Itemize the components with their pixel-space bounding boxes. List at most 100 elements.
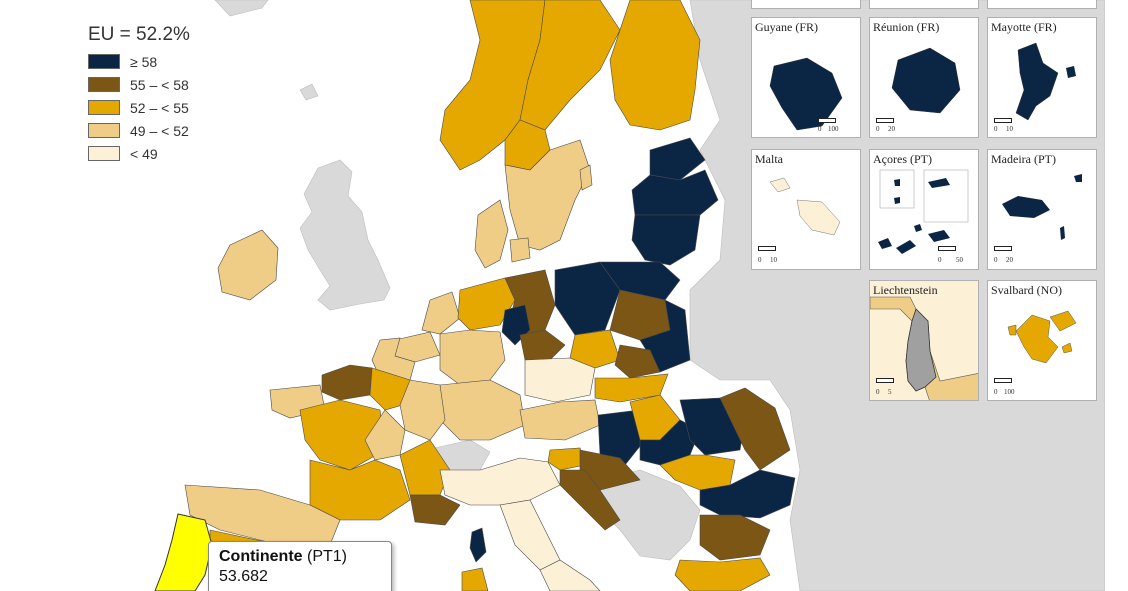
region-germany-saxony[interactable] — [519, 329, 566, 361]
region-germany-west[interactable] — [439, 329, 506, 386]
tooltip-region-name: Continente — [219, 548, 303, 565]
scale-right: 100 — [1004, 388, 1015, 396]
region-gotland[interactable] — [579, 164, 593, 191]
scale-bar — [938, 246, 956, 251]
scale-left: 0 — [994, 125, 998, 133]
iceland-faroe[interactable] — [299, 83, 319, 101]
region-france-southwest[interactable] — [309, 459, 411, 521]
legend-item: 49 – < 52 — [88, 119, 190, 142]
inset-svalbard[interactable]: Svalbard (NO) 0 100 — [987, 280, 1097, 401]
region-slovenia[interactable] — [547, 447, 586, 471]
mayotte-shape — [1015, 42, 1076, 121]
region-estonia[interactable] — [649, 137, 706, 181]
legend-swatch — [88, 146, 120, 161]
region-sweden-north[interactable] — [519, 0, 621, 131]
inset-acores[interactable]: Açores (PT) 0 50 — [869, 149, 979, 270]
region-france-normandy[interactable] — [321, 364, 373, 401]
region-france-west[interactable] — [299, 399, 386, 471]
legend-swatch — [88, 100, 120, 115]
inset-reunion[interactable]: Réunion (FR) 0 20 — [869, 17, 979, 138]
region-croatia-north[interactable] — [579, 449, 641, 491]
region-bulgaria[interactable] — [699, 514, 771, 561]
region-finland[interactable] — [609, 0, 701, 131]
scale-right: 20 — [1006, 256, 1013, 264]
region-poland-southeast[interactable] — [614, 344, 661, 379]
scale-left: 0 — [938, 256, 942, 264]
region-poland-south[interactable] — [569, 329, 621, 369]
region-sweden-south[interactable] — [504, 139, 591, 251]
inset-guyane[interactable]: Guyane (FR) 0 100 — [751, 17, 861, 138]
legend-swatch — [88, 123, 120, 138]
region-denmark-islands[interactable] — [509, 237, 531, 263]
region-sardinia[interactable] — [461, 567, 489, 591]
malta-shape — [769, 177, 841, 236]
scale-left: 0 — [758, 256, 762, 264]
great-britain[interactable] — [299, 159, 391, 311]
region-poland-north[interactable] — [599, 261, 681, 301]
scale-bar — [994, 246, 1012, 251]
region-ireland[interactable] — [217, 229, 279, 301]
inset-title: Réunion (FR) — [873, 20, 940, 34]
inset-liechtenstein[interactable]: Liechtenstein 0 5 — [869, 280, 979, 401]
legend-label: 49 – < 52 — [130, 122, 189, 139]
region-croatia-coast[interactable] — [559, 469, 621, 531]
map-legend: EU = 52.2% ≥ 58 55 – < 58 52 – < 55 49 –… — [88, 24, 190, 165]
region-france-north[interactable] — [371, 337, 416, 381]
map-frame[interactable]: EU = 52.2% ≥ 58 55 – < 58 52 – < 55 49 –… — [0, 0, 1105, 591]
region-lithuania[interactable] — [631, 214, 701, 266]
region-france-east[interactable] — [399, 379, 446, 441]
inset-mayotte[interactable]: Mayotte (FR) 0 10 — [987, 17, 1097, 138]
inset-title: Madeira (PT) — [991, 152, 1056, 166]
region-greece[interactable] — [674, 557, 771, 591]
legend-label: ≥ 58 — [130, 53, 158, 70]
guyane-shape — [769, 57, 843, 131]
region-portugal-continente[interactable] — [154, 513, 213, 591]
region-corsica[interactable] — [469, 527, 487, 563]
region-denmark[interactable] — [474, 199, 509, 269]
scale-left: 0 — [876, 125, 880, 133]
inset-madeira[interactable]: Madeira (PT) 0 20 — [987, 149, 1097, 270]
region-belgium[interactable] — [394, 331, 441, 363]
inset-title: Svalbard (NO) — [991, 283, 1062, 297]
region-france-provence[interactable] — [409, 494, 461, 526]
scale-bar — [758, 246, 776, 251]
scale-right: 5 — [888, 388, 892, 396]
scale-bar — [818, 118, 836, 123]
scale-bar — [876, 118, 894, 123]
inset-top-partial — [987, 0, 1097, 9]
inset-top-partial — [869, 0, 979, 9]
scale-left: 0 — [876, 388, 880, 396]
legend-item: 52 – < 55 — [88, 96, 190, 119]
region-czechia[interactable] — [524, 357, 596, 403]
region-italy-central[interactable] — [499, 499, 561, 571]
region-austria[interactable] — [519, 399, 601, 441]
scale-left: 0 — [994, 256, 998, 264]
region-italy-south[interactable] — [539, 559, 601, 591]
legend-title: EU = 52.2% — [88, 24, 190, 45]
scale-right: 20 — [888, 125, 895, 133]
region-netherlands[interactable] — [421, 291, 461, 335]
region-romania-west[interactable] — [659, 454, 736, 491]
inset-malta[interactable]: Malta 0 10 — [751, 149, 861, 270]
region-tooltip: Continente (PT1) 53.682 — [208, 541, 392, 591]
scale-right: 100 — [828, 125, 839, 133]
region-italy-north[interactable] — [439, 457, 561, 506]
inset-title: Açores (PT) — [873, 152, 932, 166]
liechtenstein-shape — [870, 296, 978, 400]
scale-right: 10 — [1006, 125, 1013, 133]
legend-label: < 49 — [130, 145, 158, 162]
inset-top-partial — [751, 0, 861, 9]
legend-item: 55 – < 58 — [88, 73, 190, 96]
inset-title: Malta — [755, 152, 783, 166]
inset-title: Mayotte (FR) — [991, 20, 1057, 34]
inset-title: Guyane (FR) — [755, 20, 818, 34]
legend-item: < 49 — [88, 142, 190, 165]
region-france-centre[interactable] — [364, 409, 406, 461]
region-germany-south[interactable] — [439, 379, 526, 441]
region-romania-ne[interactable] — [719, 387, 791, 471]
scale-bar — [876, 378, 894, 383]
norway-north[interactable] — [214, 0, 269, 17]
tooltip-title: Continente (PT1) — [219, 548, 381, 566]
svalbard-shape — [1007, 310, 1077, 364]
region-romania-south[interactable] — [699, 469, 796, 519]
